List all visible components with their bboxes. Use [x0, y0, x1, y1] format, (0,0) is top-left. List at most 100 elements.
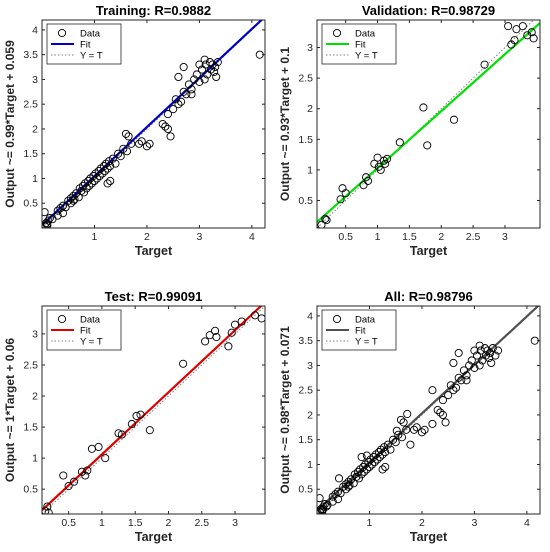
- panel-1-data-point: [58, 209, 68, 218]
- panel-4-data-point: [381, 448, 390, 457]
- panel-4-x-tick-label: 4: [524, 517, 530, 529]
- panel-3-data-point: [211, 326, 220, 335]
- panel-2-data-point: [383, 154, 392, 163]
- panel-1-axes-box: [41, 19, 266, 229]
- panel-4-data-point: [386, 445, 395, 454]
- panel-1-data-point: [64, 196, 73, 205]
- panel-1-data-point: [195, 77, 204, 86]
- panel-4-data-point: [483, 346, 492, 355]
- panel-4-legend-fit-label: Fit: [355, 326, 366, 337]
- panel-1-legend-fit-label: Fit: [80, 40, 91, 51]
- panel-1-data-point: [70, 195, 79, 204]
- panel-1-data-point: [98, 169, 107, 178]
- panel-4-data-point: [403, 409, 412, 419]
- panel-2-chart: 0.5 1 1.5 2 2.5 3 0.5 1 1.5 2 2.5 3 Validation: R=0.…: [278, 3, 541, 258]
- panel-3-data-point: [69, 477, 79, 486]
- panel-3-data-point: [81, 471, 90, 480]
- panel-4-data-point: [392, 426, 401, 435]
- panel-4-data-point: [451, 383, 461, 392]
- panel-4-data-point: [438, 396, 447, 405]
- panel-4-data-point: [317, 494, 324, 503]
- panel-1-y-axis-label: Output ~= 0.99*Target + 0.059: [3, 40, 17, 208]
- panel-2-data-point: [376, 165, 385, 174]
- panel-1-data-point: [127, 139, 136, 148]
- panel-3-fit-line: [42, 306, 263, 512]
- panel-2-title: Validation: R=0.98729: [362, 3, 495, 18]
- panel-1-data-point: [93, 174, 102, 183]
- panel-4-x-tick-label: 1: [367, 517, 373, 529]
- panel-2-x-tick-label: 0.5: [338, 231, 353, 243]
- panel-1-data-point: [44, 216, 53, 225]
- panel-4-data-point: [341, 480, 350, 489]
- panel-2-legend-data-marker: [332, 28, 342, 38]
- panel-1-data-point: [200, 55, 209, 64]
- panel-3-data-point: [212, 332, 221, 342]
- panel-3-chart: 0.5 1 1.5 2 2.5 3 0.5 1 1.5 2 2.5 3 Test: R=0.99091 T…: [3, 289, 266, 544]
- panel-2-data-point: [529, 34, 538, 43]
- panel-2-data-point: [341, 189, 350, 198]
- panel-1-y-tick-label: 1.5: [23, 148, 38, 160]
- panel-2-legend-fit-label: Fit: [355, 40, 366, 51]
- panel-3-legend-ideal-label: Y = T: [80, 337, 103, 348]
- panel-3-y-tick-label: 2.5: [23, 359, 38, 371]
- panel-3-data-point: [237, 317, 246, 326]
- panel-4-data-point: [391, 438, 400, 447]
- panel-4-y-tick-label: 2.5: [298, 385, 313, 397]
- panel-3-x-tick-label: 3: [232, 517, 238, 529]
- panel-4-x-tick-label: 2: [419, 517, 425, 529]
- panel-1-legend-data-marker: [57, 28, 67, 38]
- panel-1-data-point: [174, 100, 183, 109]
- panel-1-data-point: [108, 154, 117, 163]
- panel-4-data-point: [420, 425, 429, 434]
- panel-3-x-tick-label: 0.5: [61, 517, 76, 529]
- panel-1-data-point: [79, 188, 89, 197]
- panel-4-plot-content: [317, 306, 540, 514]
- panel-3-data-point: [94, 442, 103, 451]
- panel-4-data-point: [406, 440, 415, 449]
- panel-4-data-point: [357, 452, 366, 462]
- panel-4-data-point: [354, 474, 364, 483]
- panel-2-data-point: [523, 31, 532, 40]
- panel-4-data-point: [368, 460, 377, 469]
- panel-4-data-point: [444, 391, 453, 400]
- panel-4-title: All: R=0.98796: [384, 289, 473, 304]
- panel-1-data-point: [195, 60, 204, 69]
- panel-2-y-tick-label: 2.5: [298, 73, 313, 85]
- panel-2-x-tick-label: 3: [502, 231, 508, 243]
- panel-1-y-tick-label: 3.5: [23, 49, 38, 61]
- panel-2-y-tick-label: 2: [307, 103, 313, 115]
- panel-2-y-tick-label: 0.5: [298, 195, 313, 207]
- panel-4-y-tick-label: 3.5: [298, 335, 313, 347]
- panel-1-x-tick-label: 4: [249, 231, 255, 243]
- panel-1-data-point: [106, 162, 115, 171]
- panel-1-y-tick-label: 2: [32, 123, 38, 135]
- panel-2-x-tick-label: 2: [438, 231, 444, 243]
- panel-4-data-point: [454, 348, 463, 358]
- panel-4-data-point: [339, 482, 348, 491]
- panel-4-data-point: [441, 418, 450, 427]
- panel-3-data-point: [44, 508, 53, 514]
- panel-4-data-point: [344, 477, 353, 486]
- panel-4-data-point: [378, 465, 387, 474]
- panel-2-y-axis-label: Output ~= 0.93*Target + 0.1: [278, 47, 292, 201]
- panel-3-data-point: [42, 506, 50, 514]
- panel-4-data-point: [397, 433, 407, 442]
- panel-1-y-tick-label: 0.5: [23, 198, 38, 210]
- panel-1-fit-line: [42, 20, 264, 226]
- panel-1-data-point: [82, 184, 91, 193]
- panel-3-y-tick-label: 0.5: [23, 484, 38, 496]
- panel-3-axes-box: [41, 305, 266, 515]
- panel-1-data-point: [190, 75, 199, 84]
- panel-4-data-point: [459, 366, 468, 375]
- panel-3-data-point: [224, 342, 233, 351]
- panel-1-data-point: [114, 149, 123, 158]
- panel-1-data-point: [43, 221, 52, 228]
- panel-4-data-point: [383, 440, 392, 449]
- panel-2-data-point: [423, 141, 432, 150]
- panel-3-data-point: [101, 454, 110, 463]
- panel-2-plot-content: [317, 20, 540, 228]
- panel-1-data-point: [42, 208, 49, 217]
- panel-3-data-point: [83, 466, 92, 475]
- panel-1-data-point: [111, 159, 120, 168]
